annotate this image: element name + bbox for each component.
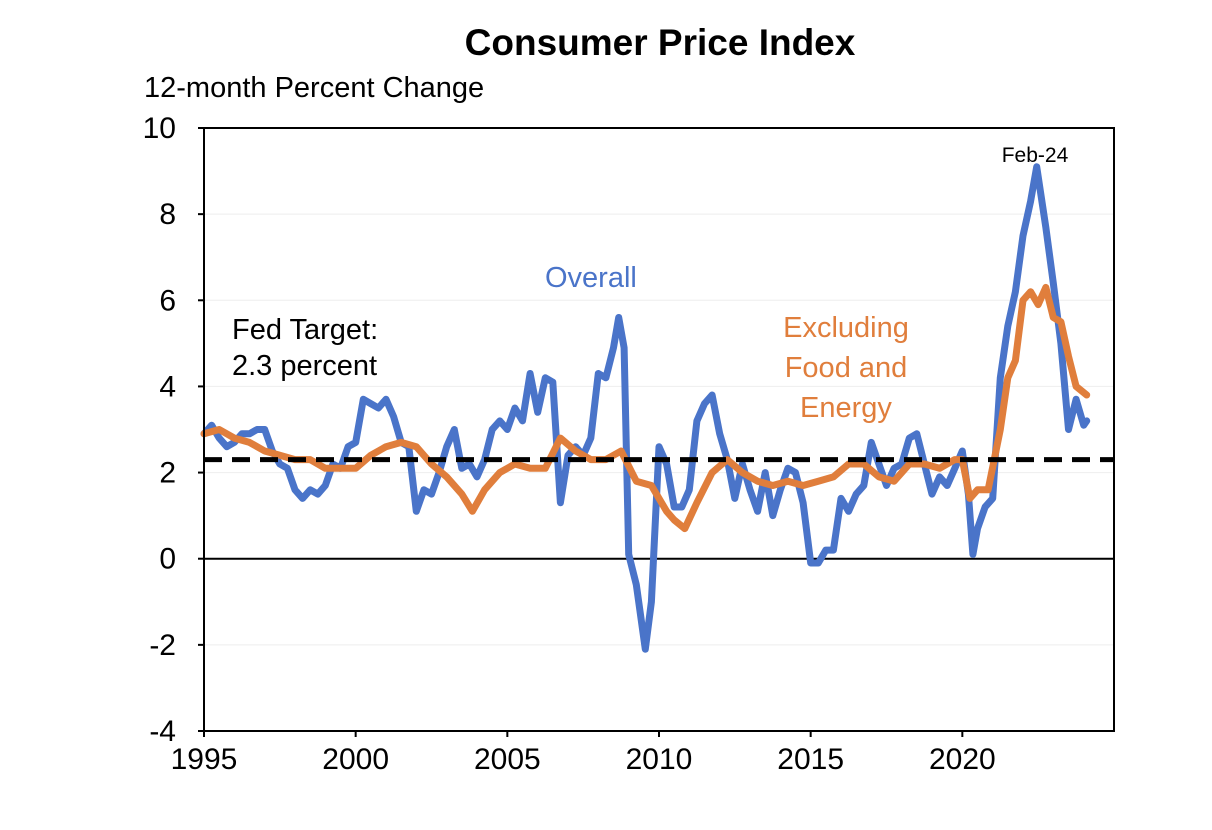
y-tick-label: 8: [159, 198, 176, 231]
y-tick-label: 0: [159, 543, 176, 576]
core-series-label-line1: Excluding: [783, 312, 909, 344]
x-axis-ticks: 1995 2000 2005 2010 2015 2020: [171, 731, 996, 776]
core-series-label-line2: Food and: [785, 352, 908, 384]
peak-date-label: Feb-24: [1002, 144, 1069, 167]
fed-target-value-label: 2.3 percent: [232, 350, 377, 382]
x-tick-label: 2020: [929, 743, 996, 776]
core-series-line: [200, 283, 1091, 533]
x-tick-label: 1995: [171, 743, 238, 776]
x-tick-label: 2010: [626, 743, 693, 776]
y-tick-label: 6: [159, 284, 176, 317]
y-tick-label: 10: [143, 112, 176, 145]
y-tick-label: -2: [149, 629, 176, 662]
y-tick-label: 2: [159, 457, 176, 490]
fed-target-label: Fed Target:: [232, 314, 378, 346]
y-tick-label: 4: [159, 370, 176, 403]
gridlines: [204, 213, 1114, 646]
series-group: [200, 163, 1091, 653]
x-tick-label: 2005: [474, 743, 541, 776]
chart-title: Consumer Price Index: [464, 22, 856, 63]
y-axis-ticks: -4 -2 0 2 4 6 8 10: [143, 112, 204, 748]
overall-series-label: Overall: [545, 262, 637, 294]
core-series-label-line3: Energy: [800, 392, 892, 424]
overall-series-line: [200, 163, 1091, 653]
x-tick-label: 2015: [777, 743, 844, 776]
x-tick-label: 2000: [322, 743, 389, 776]
y-axis-label: 12-month Percent Change: [144, 72, 485, 104]
plot-frame: [203, 127, 1115, 732]
y-tick-label: -4: [149, 715, 176, 748]
